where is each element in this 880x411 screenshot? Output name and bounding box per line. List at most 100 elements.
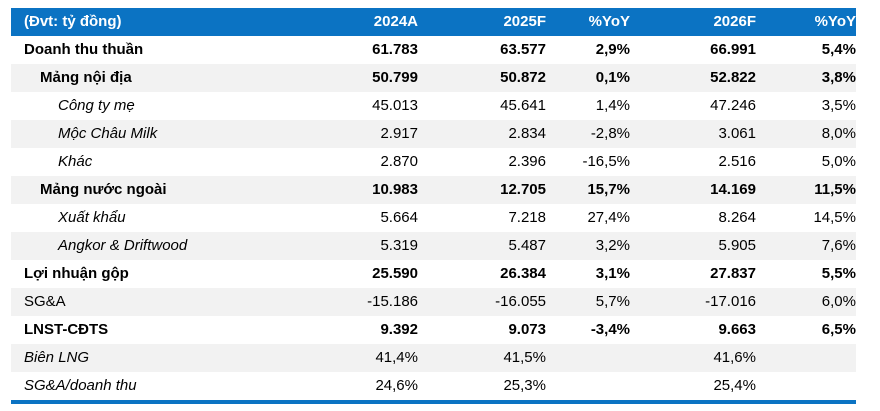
financial-table: (Đvt: tỷ đồng) 2024A 2025F %YoY 2026F %Y…	[11, 8, 856, 404]
table-row: Mảng nước ngoài 10.983 12.705 15,7% 14.169 11…	[11, 176, 856, 204]
column-header-yoy-1: %YoY	[546, 8, 630, 36]
table-row: Mảng nội địa 50.799 50.872 0,1% 52.822 3,8%	[11, 64, 856, 92]
value-cell: 5,7%	[595, 293, 630, 310]
value-cell: 66.991	[710, 41, 756, 58]
row-label: LNST-CĐTS	[24, 321, 109, 338]
value-cell: 14.169	[710, 181, 756, 198]
row-label: Lợi nhuận gộp	[24, 265, 129, 282]
value-cell: 6,5%	[821, 321, 856, 338]
value-cell: 47.246	[710, 97, 756, 114]
value-cell	[546, 372, 630, 400]
value-cell: 24,6%	[375, 377, 418, 394]
unit-label: (Đvt: tỷ đồng)	[11, 8, 251, 36]
table-row: Xuất khẩu 5.664 7.218 27,4% 8.264 14,5%	[11, 204, 856, 232]
table-bottom-rule	[11, 400, 856, 404]
value-cell: 63.577	[500, 41, 546, 58]
value-cell: 8.264	[718, 209, 756, 226]
row-label: Mảng nước ngoài	[40, 181, 167, 198]
row-label: Angkor & Driftwood	[58, 237, 188, 254]
value-cell: -16.055	[495, 293, 546, 310]
value-cell: 41,4%	[375, 349, 418, 366]
value-cell: 41,5%	[503, 349, 546, 366]
column-header-2025f: 2025F	[418, 8, 546, 36]
table-header: (Đvt: tỷ đồng) 2024A 2025F %YoY 2026F %Y…	[11, 8, 856, 36]
row-label: SG&A	[24, 293, 66, 310]
table-body: Doanh thu thuần 61.783 63.577 2,9% 66.991 5,4…	[11, 36, 856, 400]
value-cell: -17.016	[705, 293, 756, 310]
value-cell: 1,4%	[595, 97, 630, 114]
value-cell: 25.590	[372, 265, 418, 282]
value-cell: 5.664	[380, 209, 418, 226]
revenue-forecast-table: (Đvt: tỷ đồng) 2024A 2025F %YoY 2026F %Y…	[11, 8, 856, 400]
value-cell: 27.837	[710, 265, 756, 282]
table-row: Công ty mẹ 45.013 45.641 1,4% 47.246 3,5%	[11, 92, 856, 120]
row-label: Mảng nội địa	[40, 69, 132, 86]
row-label: Công ty mẹ	[58, 97, 135, 114]
value-cell: -3,4%	[590, 321, 630, 338]
value-cell: 27,4%	[587, 209, 630, 226]
table-row: SG&A -15.186 -16.055 5,7% -17.016 6,0%	[11, 288, 856, 316]
value-cell: 7.218	[508, 209, 546, 226]
value-cell: 3,8%	[821, 69, 856, 86]
value-cell: 9.663	[718, 321, 756, 338]
value-cell	[546, 344, 630, 372]
value-cell	[756, 372, 856, 400]
row-label: Khác	[58, 153, 93, 170]
value-cell: 5.319	[380, 237, 418, 254]
value-cell: 15,7%	[587, 181, 630, 198]
table-row: LNST-CĐTS 9.392 9.073 -3,4% 9.663 6,5%	[11, 316, 856, 344]
value-cell: 25,3%	[503, 377, 546, 394]
table-row: SG&A/doanh thu 24,6% 25,3% 25,4%	[11, 372, 856, 400]
value-cell: 12.705	[500, 181, 546, 198]
header-row: (Đvt: tỷ đồng) 2024A 2025F %YoY 2026F %Y…	[11, 8, 856, 36]
value-cell: 41,6%	[713, 349, 756, 366]
value-cell: 3,1%	[595, 265, 630, 282]
value-cell: 5.905	[718, 237, 756, 254]
row-label: Xuất khẩu	[58, 209, 126, 226]
column-header-yoy-2: %YoY	[756, 8, 856, 36]
value-cell: 0,1%	[595, 69, 630, 86]
value-cell: 8,0%	[821, 125, 856, 142]
value-cell: 5,4%	[821, 41, 856, 58]
value-cell: 5,5%	[821, 265, 856, 282]
value-cell: 5,0%	[821, 153, 856, 170]
table-row: Angkor & Driftwood 5.319 5.487 3,2% 5.905 7,6…	[11, 232, 856, 260]
value-cell: 2.516	[718, 153, 756, 170]
value-cell: 2.834	[508, 125, 546, 142]
column-header-2026f: 2026F	[630, 8, 756, 36]
row-label: SG&A/doanh thu	[24, 377, 137, 394]
value-cell: 3,2%	[595, 237, 630, 254]
table-row: Biên LNG 41,4% 41,5% 41,6%	[11, 344, 856, 372]
value-cell: -15.186	[367, 293, 418, 310]
value-cell: 52.822	[710, 69, 756, 86]
value-cell: 2,9%	[595, 41, 630, 58]
value-cell: 6,0%	[821, 293, 856, 310]
column-header-2024a: 2024A	[251, 8, 418, 36]
value-cell: 45.641	[500, 97, 546, 114]
value-cell: 50.799	[372, 69, 418, 86]
table-row: Lợi nhuận gộp 25.590 26.384 3,1% 27.837 5,5%	[11, 260, 856, 288]
row-label: Biên LNG	[24, 349, 90, 366]
table-row: Doanh thu thuần 61.783 63.577 2,9% 66.991 5,4…	[11, 36, 856, 64]
value-cell: 7,6%	[821, 237, 856, 254]
value-cell: 3,5%	[821, 97, 856, 114]
value-cell: 11,5%	[814, 181, 856, 198]
value-cell: 25,4%	[713, 377, 756, 394]
value-cell: 3.061	[718, 125, 756, 142]
table-row: Mộc Châu Milk 2.917 2.834 -2,8% 3.061 8,0%	[11, 120, 856, 148]
value-cell: 61.783	[372, 41, 418, 58]
value-cell: 14,5%	[813, 209, 856, 226]
value-cell: 9.392	[380, 321, 418, 338]
value-cell	[756, 344, 856, 372]
table-row: Khác 2.870 2.396 -16,5% 2.516 5,0%	[11, 148, 856, 176]
value-cell: 2.870	[380, 153, 418, 170]
value-cell: 9.073	[508, 321, 546, 338]
value-cell: 45.013	[372, 97, 418, 114]
value-cell: 2.917	[380, 125, 418, 142]
value-cell: 5.487	[508, 237, 546, 254]
value-cell: 50.872	[500, 69, 546, 86]
row-label: Doanh thu thuần	[24, 41, 144, 58]
value-cell: 2.396	[508, 153, 546, 170]
value-cell: 10.983	[372, 181, 418, 198]
value-cell: -16,5%	[582, 153, 630, 170]
